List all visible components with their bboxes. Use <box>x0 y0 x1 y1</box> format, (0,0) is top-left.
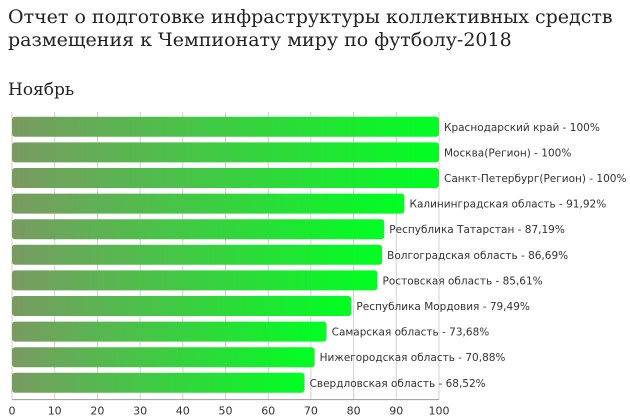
bar <box>12 270 378 291</box>
data-label: Республика Татарстан - 87,19% <box>389 224 565 236</box>
data-label: Ростовская область - 85,61% <box>383 275 543 287</box>
bar <box>12 321 327 342</box>
x-tick-label: 100 <box>429 405 450 418</box>
x-tick-label: 30 <box>133 405 147 418</box>
bar <box>12 372 305 393</box>
bar <box>12 296 352 316</box>
data-label: Свердловская область - 68,52% <box>310 378 486 390</box>
bars <box>12 116 439 393</box>
chart-subtitle: Ноябрь <box>8 80 75 100</box>
x-tick-label: 20 <box>90 405 104 418</box>
bar <box>12 142 439 163</box>
chart-title-line-2: размещения к Чемпионату миру по футболу-… <box>8 29 512 51</box>
x-tick-label: 80 <box>347 405 361 418</box>
data-label: Санкт-Петербург(Регион) - 100% <box>444 173 626 185</box>
x-axis-ticks: 0 10 20 30 40 50 60 70 80 90 100 <box>9 405 450 418</box>
x-tick-label: 60 <box>261 405 275 418</box>
data-label: Республика Мордовия - 79,49% <box>356 301 529 313</box>
x-tick-label: 50 <box>219 405 233 418</box>
chart-title: Отчет о подготовке инфраструктуры коллек… <box>8 6 624 52</box>
data-label: Москва(Регион) - 100% <box>444 147 571 159</box>
x-tick-label: 0 <box>9 405 16 418</box>
bar <box>12 116 439 137</box>
bar <box>12 244 383 265</box>
data-labels: Краснодарский край - 100% Москва(Регион) … <box>310 122 627 390</box>
bar <box>12 168 439 188</box>
data-label: Самарская область - 73,68% <box>332 327 490 339</box>
data-label: Краснодарский край - 100% <box>444 122 600 134</box>
x-tick-label: 10 <box>48 405 62 418</box>
x-tick-label: 70 <box>304 405 318 418</box>
chart-title-line-1: Отчет о подготовке инфраструктуры коллек… <box>8 6 613 28</box>
bar <box>12 193 405 214</box>
data-label: Нижегородская область - 70,88% <box>320 352 506 364</box>
x-tick-label: 40 <box>176 405 190 418</box>
data-label: Волгоградская область - 86,69% <box>387 250 568 262</box>
bar <box>12 347 315 368</box>
data-label: Калининградская область - 91,92% <box>409 199 606 211</box>
bar <box>12 219 385 240</box>
x-tick-label: 90 <box>389 405 403 418</box>
